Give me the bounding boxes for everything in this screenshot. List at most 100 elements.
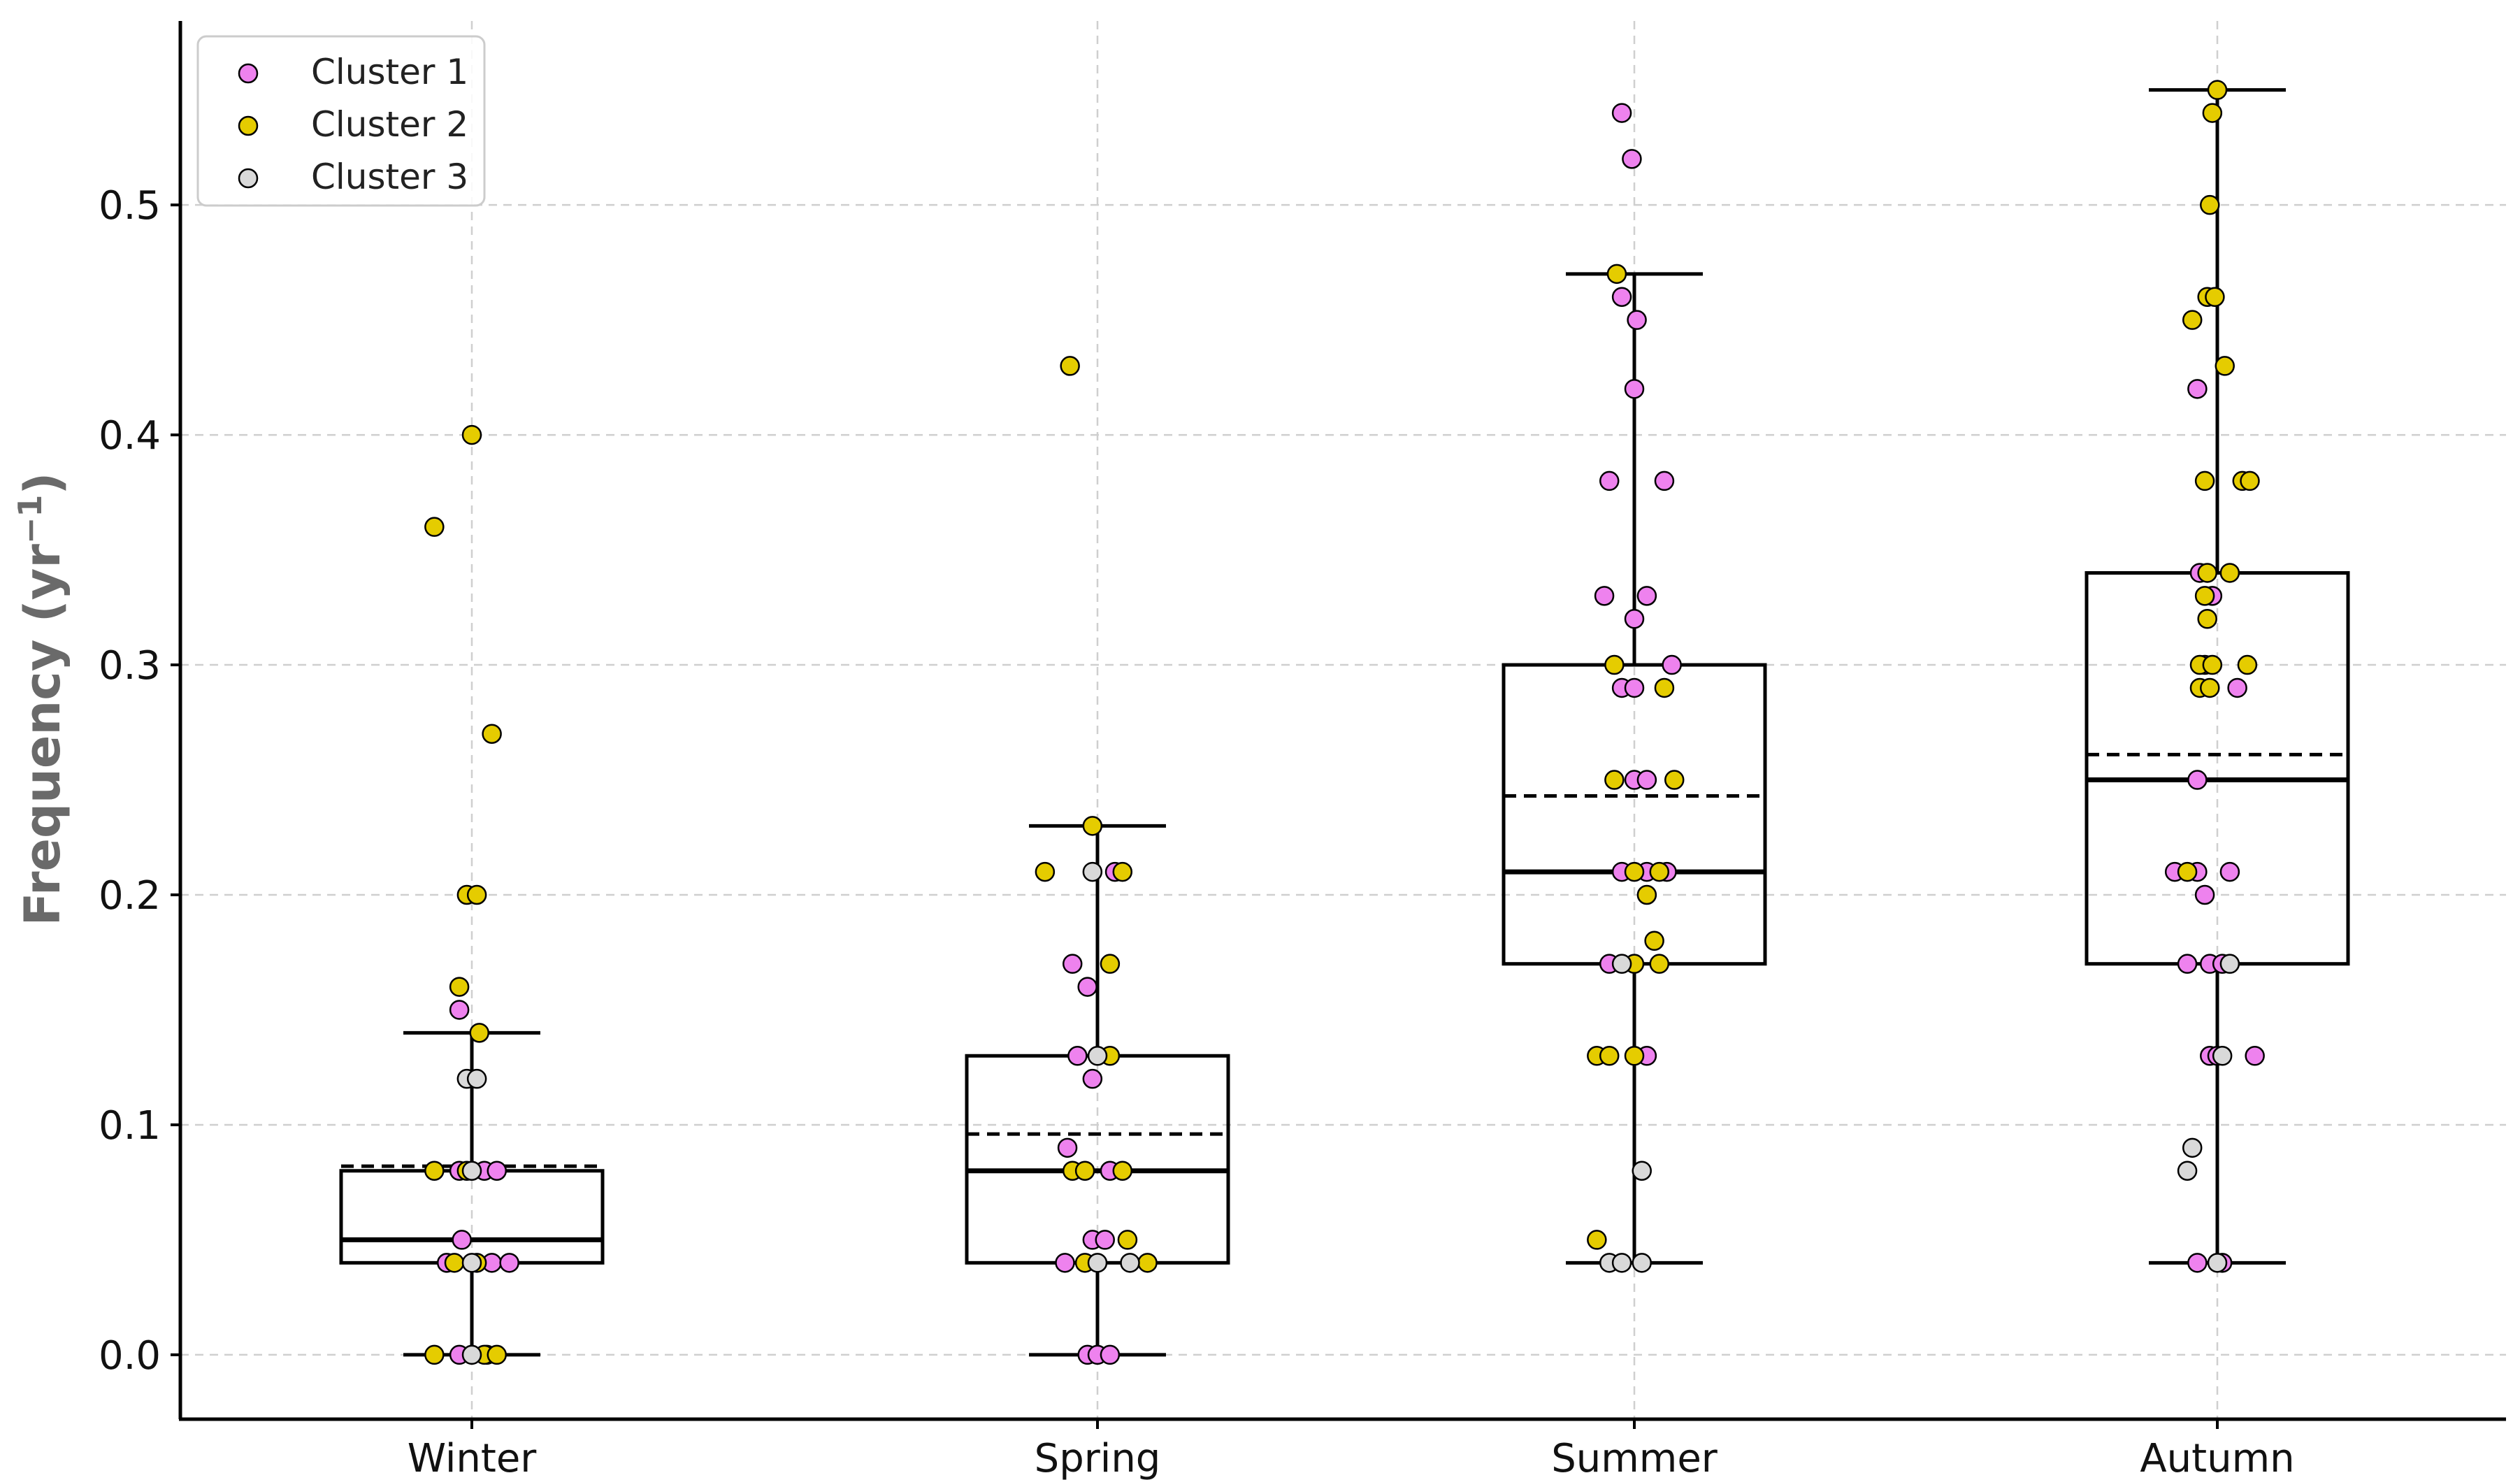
y-tick-label: 0.2 <box>99 873 161 919</box>
point-cluster-2 <box>424 517 445 537</box>
point-cluster-1 <box>2227 677 2247 698</box>
point-cluster-3 <box>2219 954 2240 974</box>
point-cluster-1 <box>449 1000 470 1020</box>
point-cluster-2 <box>1100 954 1121 974</box>
axes <box>178 21 2506 1421</box>
point-cluster-1 <box>1057 1137 1078 1158</box>
point-cluster-2 <box>2205 287 2225 307</box>
axis-ticks: 0.0 0.1 0.2 0.3 0.4 0.5 Winter Spring Summer Autu… <box>99 183 2295 1480</box>
x-tick-label-winter: Winter <box>408 1436 538 1480</box>
point-cluster-2 <box>1082 816 1103 836</box>
point-cluster-2 <box>1604 654 1625 675</box>
point-cluster-2 <box>482 724 502 744</box>
point-cluster-2 <box>469 1023 489 1043</box>
point-cluster-2 <box>1604 770 1625 790</box>
point-cluster-2 <box>1649 954 1670 974</box>
point-cluster-1 <box>1100 1344 1121 1365</box>
point-cluster-2 <box>487 1344 507 1365</box>
point-cluster-3 <box>2207 1253 2228 1273</box>
point-cluster-1 <box>1611 103 1632 123</box>
point-cluster-3 <box>1082 861 1103 882</box>
y-tick-label: 0.4 <box>99 413 161 459</box>
legend: Cluster 1 Cluster 2 Cluster 3 <box>196 35 486 207</box>
legend-marker-cluster-3 <box>238 168 259 189</box>
point-cluster-3 <box>1632 1161 1652 1181</box>
point-cluster-2 <box>444 1253 465 1273</box>
point-cluster-2 <box>1117 1230 1138 1250</box>
point-cluster-1 <box>1627 310 1647 330</box>
point-cluster-1 <box>1594 586 1615 606</box>
x-tick-label-summer: Summer <box>1551 1436 1718 1480</box>
x-tick-label-spring: Spring <box>1035 1436 1161 1480</box>
point-cluster-2 <box>2194 470 2215 491</box>
point-cluster-2 <box>2182 310 2203 330</box>
y-tick-label: 0.3 <box>99 643 161 689</box>
point-cluster-2 <box>1644 931 1664 951</box>
point-cluster-2 <box>1664 770 1685 790</box>
point-cluster-1 <box>452 1230 472 1250</box>
point-cluster-1 <box>1624 379 1645 399</box>
y-tick-label: 0.5 <box>99 183 161 229</box>
point-cluster-1 <box>1082 1068 1103 1089</box>
point-cluster-2 <box>466 884 487 905</box>
point-cluster-2 <box>1587 1230 1607 1250</box>
x-tick-label-autumn: Autumn <box>2140 1436 2294 1480</box>
point-cluster-3 <box>2212 1046 2233 1066</box>
point-cluster-2 <box>1624 861 1645 882</box>
legend-marker-cluster-1 <box>238 63 259 84</box>
point-cluster-3 <box>2182 1137 2203 1158</box>
point-cluster-1 <box>2194 884 2215 905</box>
point-cluster-3 <box>461 1161 482 1181</box>
point-cluster-1 <box>2219 861 2240 882</box>
point-cluster-2 <box>449 977 470 997</box>
point-cluster-2 <box>1112 861 1133 882</box>
point-cluster-2 <box>1060 356 1080 376</box>
point-cluster-3 <box>2177 1161 2198 1181</box>
legend-frame <box>196 35 486 207</box>
point-cluster-2 <box>1636 884 1657 905</box>
point-cluster-2 <box>424 1344 445 1365</box>
y-axis-label: Frequency (yr−1) <box>11 473 71 926</box>
legend-marker-cluster-2 <box>238 115 259 136</box>
y-axis-label-close: ) <box>14 473 71 495</box>
scatter-points <box>424 80 2265 1365</box>
point-cluster-2 <box>1606 264 1627 285</box>
point-cluster-3 <box>1632 1253 1652 1273</box>
point-cluster-2 <box>2215 356 2235 376</box>
point-cluster-2 <box>1654 677 1675 698</box>
point-cluster-3 <box>1087 1253 1108 1273</box>
point-cluster-1 <box>1067 1046 1088 1066</box>
point-cluster-3 <box>461 1344 482 1365</box>
point-cluster-1 <box>2187 379 2208 399</box>
point-cluster-2 <box>2194 586 2215 606</box>
point-cluster-1 <box>1095 1230 1115 1250</box>
point-cluster-1 <box>1062 954 1083 974</box>
point-cluster-2 <box>2207 80 2228 100</box>
point-cluster-2 <box>2202 654 2223 675</box>
point-cluster-2 <box>1624 1046 1645 1066</box>
point-cluster-1 <box>487 1161 507 1181</box>
point-cluster-1 <box>1077 977 1097 997</box>
point-cluster-2 <box>2200 194 2220 215</box>
point-cluster-1 <box>2187 1253 2208 1273</box>
point-cluster-1 <box>1662 654 1682 675</box>
grid-lines <box>180 21 2506 1419</box>
point-cluster-2 <box>424 1161 445 1181</box>
point-cluster-2 <box>2197 609 2217 629</box>
point-cluster-1 <box>2187 770 2208 790</box>
point-cluster-3 <box>1611 954 1632 974</box>
point-cluster-2 <box>1035 861 1056 882</box>
point-cluster-2 <box>1599 1046 1620 1066</box>
legend-label-cluster-2: Cluster 2 <box>311 104 468 145</box>
point-cluster-2 <box>2177 861 2198 882</box>
y-axis-label-main: Frequency (yr <box>14 544 71 926</box>
point-cluster-2 <box>1074 1161 1095 1181</box>
point-cluster-1 <box>1624 677 1645 698</box>
y-axis-label-exponent: −1 <box>11 495 49 545</box>
point-cluster-2 <box>1649 861 1670 882</box>
point-cluster-2 <box>2237 654 2258 675</box>
y-tick-label: 0.1 <box>99 1103 161 1149</box>
point-cluster-2 <box>2197 563 2217 583</box>
point-cluster-1 <box>1611 287 1632 307</box>
